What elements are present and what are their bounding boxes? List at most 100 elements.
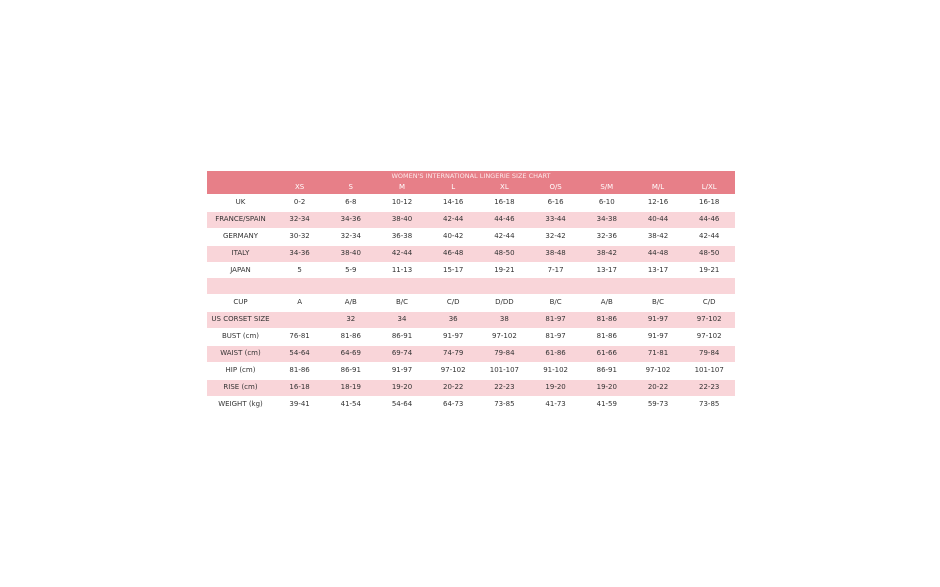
cell: 12-16 bbox=[647, 198, 669, 206]
cell: 44-46 bbox=[494, 215, 515, 223]
cell: 97-102 bbox=[645, 366, 671, 374]
table-title: WOMEN'S INTERNATIONAL LINGERIE SIZE CHAR… bbox=[207, 171, 735, 180]
cell: 40-44 bbox=[647, 215, 669, 223]
cell: 38 bbox=[499, 315, 509, 323]
cell: 81-97 bbox=[545, 315, 566, 323]
cell: 97-102 bbox=[440, 366, 466, 374]
cell: 32-42 bbox=[545, 232, 566, 240]
cell: 32-34 bbox=[340, 232, 361, 240]
cell: 101-107 bbox=[489, 366, 520, 374]
cell: 40-42 bbox=[443, 232, 464, 240]
cell: 19-20 bbox=[391, 383, 413, 391]
cell: 16-18 bbox=[289, 383, 310, 391]
header-band bbox=[207, 180, 735, 194]
cell: 32 bbox=[346, 315, 356, 323]
cell: 54-64 bbox=[391, 400, 413, 408]
column-header: XS bbox=[294, 183, 305, 191]
cell: 32-34 bbox=[289, 215, 310, 223]
cell: 22-23 bbox=[699, 383, 720, 391]
cell: 19-21 bbox=[494, 266, 515, 274]
cell: 91-102 bbox=[543, 366, 568, 374]
cell: A/B bbox=[600, 298, 613, 306]
column-header: L/XL bbox=[701, 183, 717, 191]
spacer-band bbox=[207, 278, 735, 294]
row-stripe bbox=[207, 212, 735, 228]
row-label: WEIGHT (kg) bbox=[218, 400, 263, 408]
cell: 44-48 bbox=[647, 249, 669, 257]
column-header: S/M bbox=[600, 183, 614, 191]
cell: 16-18 bbox=[494, 198, 515, 206]
cell: 34-36 bbox=[289, 249, 310, 257]
cell: 97-102 bbox=[696, 332, 722, 340]
cell: 81-86 bbox=[289, 366, 310, 374]
row-label: CUP bbox=[233, 298, 248, 306]
cell: 42-44 bbox=[494, 232, 515, 240]
cell: 6-10 bbox=[598, 198, 615, 206]
cell: 36 bbox=[448, 315, 458, 323]
cell: 73-85 bbox=[494, 400, 515, 408]
cell: 64-69 bbox=[340, 349, 361, 357]
cell: 13-17 bbox=[596, 266, 617, 274]
row-label: WAIST (cm) bbox=[220, 349, 261, 357]
cell: 81-86 bbox=[596, 315, 617, 323]
cell: 79-84 bbox=[699, 349, 720, 357]
cell: 97-102 bbox=[491, 332, 517, 340]
cell: 34-36 bbox=[340, 215, 361, 223]
cell: 38-40 bbox=[391, 215, 413, 223]
cell: 91-97 bbox=[647, 332, 669, 340]
cell: 22-23 bbox=[494, 383, 515, 391]
cell: 19-21 bbox=[699, 266, 720, 274]
row-stripe bbox=[207, 246, 735, 262]
column-header: L bbox=[451, 183, 456, 191]
cell: 42-44 bbox=[391, 249, 413, 257]
cell: 59-73 bbox=[647, 400, 669, 408]
cell: 38-42 bbox=[647, 232, 669, 240]
cell: 61-66 bbox=[596, 349, 617, 357]
column-header: S bbox=[348, 183, 353, 191]
column-header: O/S bbox=[549, 183, 562, 191]
row-label: JAPAN bbox=[230, 266, 251, 274]
cell: 91-97 bbox=[647, 315, 669, 323]
row-stripe bbox=[207, 346, 735, 362]
cell: 86-91 bbox=[391, 332, 413, 340]
cell: 69-74 bbox=[391, 349, 413, 357]
row-label: RISE (cm) bbox=[223, 383, 258, 391]
cell: 34 bbox=[397, 315, 407, 323]
row-label: GERMANY bbox=[222, 232, 259, 240]
cell: 38-48 bbox=[545, 249, 566, 257]
cell: 38-42 bbox=[596, 249, 617, 257]
row-label: HIP (cm) bbox=[225, 366, 256, 374]
cell: 20-22 bbox=[443, 383, 464, 391]
cell: 74-79 bbox=[443, 349, 464, 357]
cell: C/D bbox=[702, 298, 716, 306]
column-header: M/L bbox=[651, 183, 665, 191]
cell: A/B bbox=[344, 298, 357, 306]
cell: 41-59 bbox=[596, 400, 617, 408]
cell: 7-17 bbox=[547, 266, 564, 274]
cell: 81-86 bbox=[340, 332, 361, 340]
cell: 46-48 bbox=[443, 249, 464, 257]
cell: C/D bbox=[446, 298, 460, 306]
cell: B/C bbox=[651, 298, 665, 306]
cell: 81-97 bbox=[545, 332, 566, 340]
row-label: ITALY bbox=[231, 249, 250, 257]
row-label: UK bbox=[235, 198, 246, 206]
cell: 20-22 bbox=[647, 383, 669, 391]
cell: 18-19 bbox=[340, 383, 361, 391]
cell: 42-44 bbox=[699, 232, 720, 240]
cell: 97-102 bbox=[696, 315, 722, 323]
cell: 19-20 bbox=[545, 383, 566, 391]
cell: 16-18 bbox=[699, 198, 720, 206]
cell: 61-86 bbox=[545, 349, 566, 357]
cell: 19-20 bbox=[596, 383, 617, 391]
column-header: XL bbox=[500, 183, 509, 191]
cell: 48-50 bbox=[494, 249, 515, 257]
cell: 54-64 bbox=[289, 349, 310, 357]
cell: 34-38 bbox=[596, 215, 617, 223]
cell: 41-54 bbox=[340, 400, 361, 408]
cell: 6-16 bbox=[547, 198, 564, 206]
cell: 81-86 bbox=[596, 332, 617, 340]
cell: 38-40 bbox=[340, 249, 361, 257]
cell: 14-16 bbox=[443, 198, 464, 206]
cell: 39-41 bbox=[289, 400, 310, 408]
